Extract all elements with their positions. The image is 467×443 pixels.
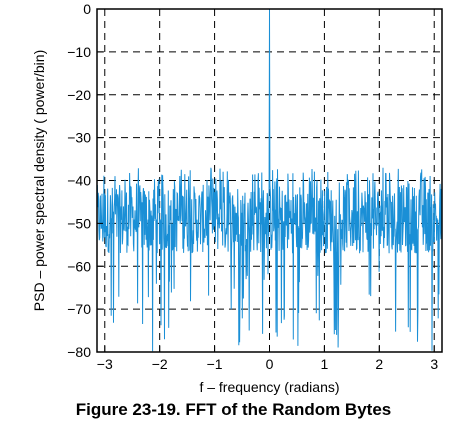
figure-caption: Figure 23-19. FFT of the Random Bytes — [75, 400, 392, 419]
y-tick-label: −10 — [67, 44, 91, 60]
y-tick-label: −20 — [67, 87, 91, 103]
y-tick-label: −60 — [67, 258, 91, 274]
y-tick-label: −70 — [67, 301, 91, 317]
psd-chart: −3 −2 −1 0 1 2 3 0−10−20−30−40−50−60−70−80 f –… — [31, 1, 443, 395]
x-tick-label: −2 — [152, 356, 168, 372]
x-tick-label: 1 — [321, 356, 329, 372]
x-axis-ticks: −3 −2 −1 0 1 2 3 — [97, 346, 438, 372]
x-tick-label: −1 — [207, 356, 223, 372]
x-tick-label: −3 — [97, 356, 113, 372]
x-axis-label: f – frequency (radians) — [199, 379, 339, 395]
y-tick-label: −80 — [67, 344, 91, 360]
y-tick-label: −50 — [67, 215, 91, 231]
y-axis-label: PSD – power spectral density ( power/bin… — [31, 50, 47, 311]
y-tick-label: −30 — [67, 130, 91, 146]
x-tick-label: 0 — [266, 356, 274, 372]
y-tick-label: −40 — [67, 173, 91, 189]
y-axis-ticks: 0 −10 −20 −30 −40 −50 −60 −70 −80 — [67, 1, 103, 360]
y-tick-label: 0 — [83, 1, 91, 17]
x-tick-label: 2 — [375, 356, 383, 372]
x-tick-label: 3 — [430, 356, 438, 372]
